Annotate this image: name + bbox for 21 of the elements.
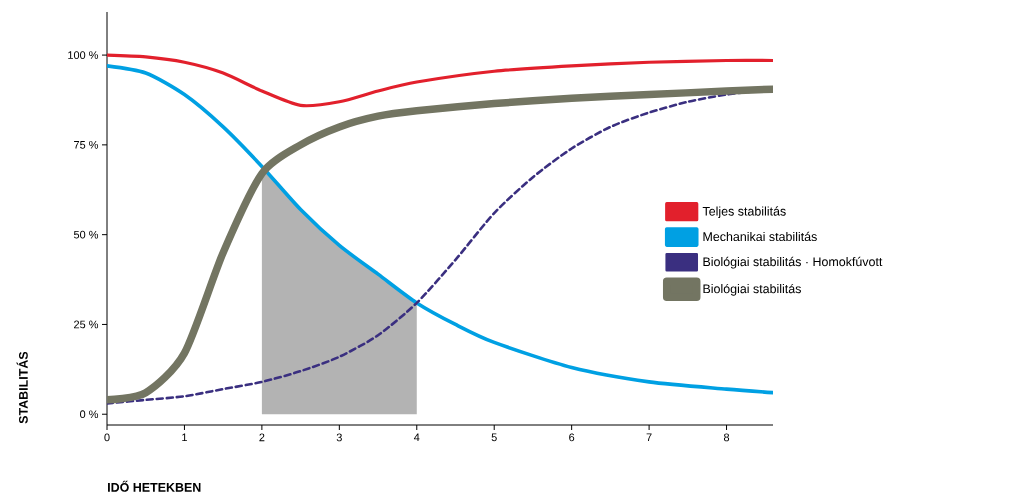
line-series [107, 53, 773, 108]
legend-label: Mechanikai stabilitás [703, 231, 817, 242]
y-axis-title: STABILITÁS [16, 351, 28, 424]
x-tick-label: 0 [104, 433, 110, 442]
y-tick-label: 50 % [73, 230, 99, 239]
y-tick-label: 100 % [68, 51, 99, 59]
y-tick-label: 75 % [74, 141, 99, 149]
x-tick-label: 5 [491, 433, 497, 442]
y-tick-label: 0 % [80, 410, 99, 419]
x-tick-label: 1 [182, 433, 187, 442]
y-tick-label: 25 % [74, 320, 99, 329]
legend-label: Biológiai stabilitás · Homokfúvott [703, 256, 883, 269]
x-tick-label: 7 [646, 433, 652, 442]
x-tick-label: 4 [413, 433, 420, 442]
legend-label: Biológiai stabilitás [703, 283, 801, 296]
x-axis-title: IDŐ HETEKBEN [108, 480, 201, 492]
x-tick-label: 3 [336, 433, 342, 442]
x-tick-label: 8 [723, 433, 730, 442]
legend-label: Teljes stabilitás [702, 206, 786, 219]
x-tick-label: 2 [259, 433, 265, 442]
x-tick-label: 6 [569, 433, 575, 442]
